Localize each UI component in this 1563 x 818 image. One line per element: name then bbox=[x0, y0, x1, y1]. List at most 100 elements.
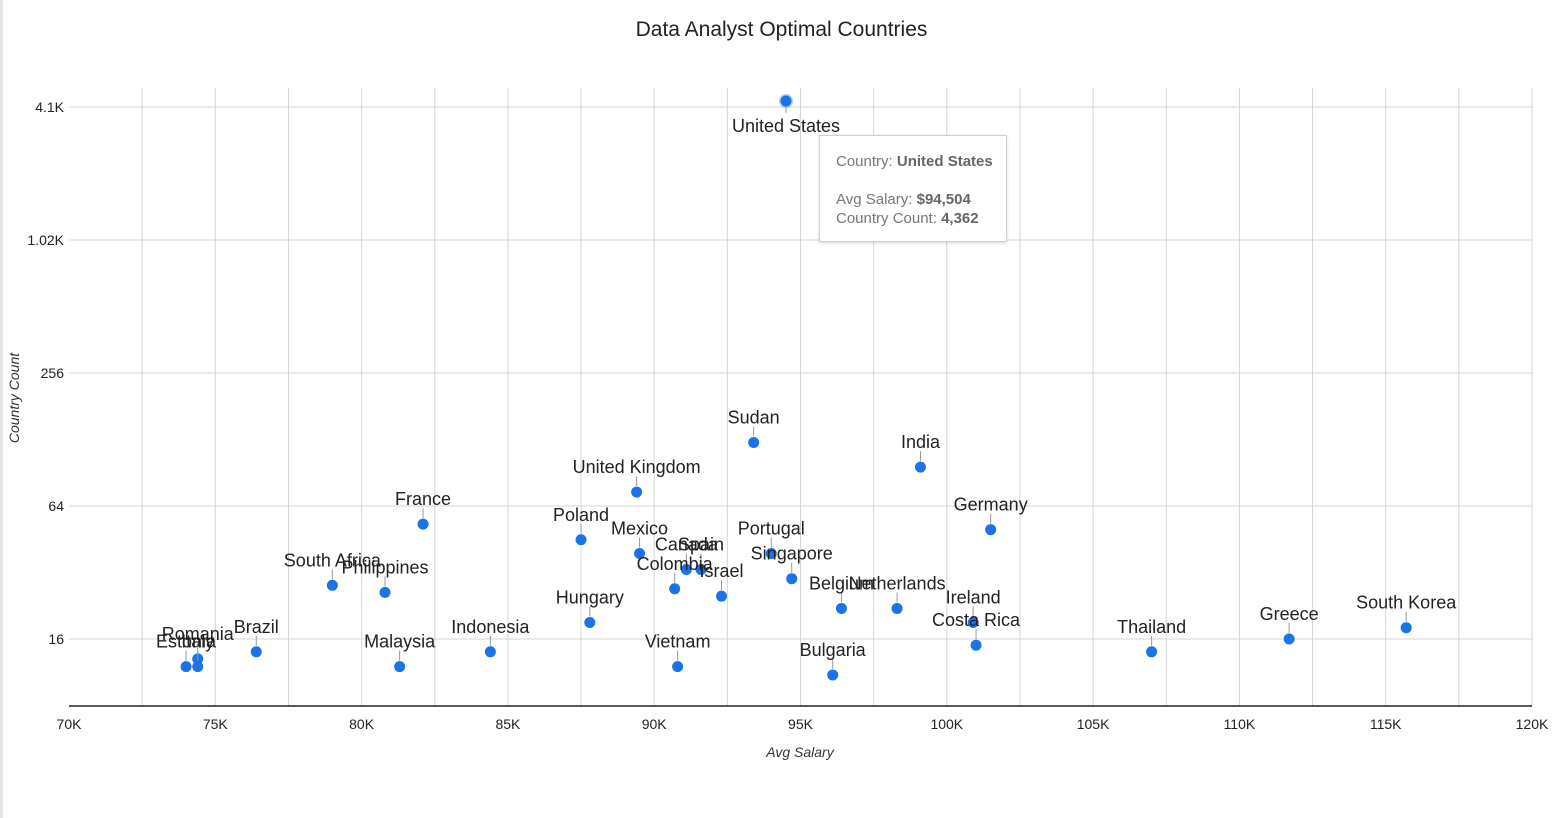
point-marker[interactable] bbox=[326, 579, 338, 591]
point-label: South Africa bbox=[284, 550, 382, 570]
point-marker[interactable] bbox=[967, 617, 979, 629]
point-label: Estonia bbox=[156, 632, 217, 652]
data-point[interactable]: Indonesia bbox=[451, 617, 530, 658]
left-border bbox=[0, 0, 3, 818]
tooltip-count-row: Country Count: 4,362 bbox=[836, 209, 1006, 228]
data-point[interactable]: Philippines bbox=[341, 557, 429, 598]
point-label: Italy bbox=[181, 632, 214, 652]
point-marker[interactable] bbox=[1400, 622, 1412, 634]
point-label: Portugal bbox=[738, 519, 805, 539]
point-label: Canada bbox=[655, 535, 719, 555]
x-tick-label: 100K bbox=[930, 716, 963, 732]
data-point[interactable]: South Africa bbox=[284, 550, 382, 591]
x-axis-ticks: 70K 75K 80K 85K 90K 95K 100K 105K 110K 115K 120K bbox=[57, 716, 1549, 732]
x-tick-label: 115K bbox=[1370, 716, 1402, 732]
x-tick-label: 120K bbox=[1516, 716, 1549, 732]
data-point[interactable]: Vietnam bbox=[645, 632, 711, 673]
point-marker[interactable] bbox=[748, 437, 760, 449]
tooltip-count-key: Country Count: bbox=[836, 210, 937, 227]
data-point[interactable]: India bbox=[901, 432, 941, 473]
point-marker[interactable] bbox=[634, 548, 646, 560]
point-marker[interactable] bbox=[1146, 646, 1158, 658]
x-tick-label: 70K bbox=[57, 716, 83, 732]
point-label: Greece bbox=[1260, 604, 1319, 624]
data-point[interactable]: South Korea bbox=[1356, 593, 1457, 634]
data-point[interactable]: Brazil bbox=[234, 617, 279, 658]
point-label: Malaysia bbox=[364, 632, 436, 652]
point-marker[interactable] bbox=[631, 486, 643, 498]
point-marker[interactable] bbox=[672, 661, 684, 673]
data-points: United States Sudan India United Kingdom Fra… bbox=[156, 93, 1457, 681]
data-point[interactable]: Israel bbox=[699, 561, 744, 602]
tooltip-salary-row: Avg Salary: $94,504 bbox=[836, 190, 1006, 209]
data-point[interactable]: Malaysia bbox=[364, 632, 436, 673]
point-label: France bbox=[395, 489, 451, 509]
data-point[interactable]: United Kingdom bbox=[573, 457, 701, 498]
point-label: Bulgaria bbox=[800, 640, 867, 660]
data-point[interactable]: Estonia bbox=[156, 632, 217, 673]
data-point[interactable]: Germany bbox=[954, 495, 1028, 536]
point-marker[interactable] bbox=[669, 583, 681, 595]
data-point[interactable]: Costa Rica bbox=[932, 610, 1021, 651]
point-marker[interactable] bbox=[180, 661, 192, 673]
point-marker[interactable] bbox=[786, 573, 798, 585]
data-point[interactable]: Belgium bbox=[809, 573, 874, 614]
point-marker[interactable] bbox=[985, 524, 997, 536]
data-point[interactable]: Sudan bbox=[728, 408, 780, 449]
point-marker[interactable] bbox=[417, 518, 429, 530]
point-marker[interactable] bbox=[394, 661, 406, 673]
point-label: Spain bbox=[678, 535, 724, 555]
point-label: United States bbox=[732, 116, 840, 136]
point-marker[interactable] bbox=[379, 586, 391, 598]
point-marker[interactable] bbox=[835, 602, 847, 614]
point-marker[interactable] bbox=[192, 661, 204, 673]
x-tick-label: 90K bbox=[642, 716, 668, 732]
data-point[interactable]: Italy bbox=[181, 632, 214, 673]
point-marker[interactable] bbox=[914, 461, 926, 473]
point-marker[interactable] bbox=[715, 590, 727, 602]
y-tick-label: 256 bbox=[41, 365, 65, 381]
data-point[interactable]: Romania bbox=[162, 624, 235, 665]
point-label: Costa Rica bbox=[932, 610, 1021, 630]
x-tick-label: 95K bbox=[788, 716, 814, 732]
data-point[interactable]: Singapore bbox=[751, 544, 833, 585]
x-tick-label: 110K bbox=[1224, 716, 1256, 732]
point-marker[interactable] bbox=[970, 639, 982, 651]
tooltip-salary-value: $94,504 bbox=[916, 191, 971, 208]
data-point[interactable]: Netherlands bbox=[849, 573, 946, 614]
point-marker[interactable] bbox=[827, 669, 839, 681]
data-point[interactable]: Bulgaria bbox=[800, 640, 867, 681]
data-point[interactable]: Portugal bbox=[738, 519, 805, 560]
point-marker[interactable] bbox=[584, 617, 596, 629]
data-point[interactable]: Ireland bbox=[946, 588, 1001, 629]
tooltip-country-row: Country: United States bbox=[836, 152, 1006, 171]
point-marker[interactable] bbox=[765, 548, 777, 560]
point-label: Indonesia bbox=[451, 617, 530, 637]
data-point[interactable]: Spain bbox=[678, 535, 724, 576]
point-marker[interactable] bbox=[1283, 633, 1295, 645]
point-marker[interactable] bbox=[680, 564, 692, 576]
data-point[interactable]: France bbox=[395, 489, 451, 530]
point-marker[interactable] bbox=[891, 602, 903, 614]
point-label: Belgium bbox=[809, 573, 874, 593]
data-point[interactable]: Greece bbox=[1260, 604, 1319, 645]
y-axis-ticks: 16 64 256 1.02K 4.1K bbox=[27, 99, 64, 647]
point-marker[interactable] bbox=[250, 646, 262, 658]
data-point[interactable]: Canada bbox=[655, 535, 719, 576]
point-label: United Kingdom bbox=[573, 457, 701, 477]
data-point[interactable]: United States bbox=[732, 93, 840, 136]
data-point[interactable]: Colombia bbox=[637, 554, 714, 595]
data-point[interactable]: Thailand bbox=[1117, 617, 1186, 658]
data-point[interactable]: Poland bbox=[553, 505, 609, 546]
point-marker[interactable] bbox=[780, 95, 792, 107]
chart-title: Data Analyst Optimal Countries bbox=[635, 18, 928, 41]
point-marker[interactable] bbox=[575, 534, 587, 546]
point-label: Netherlands bbox=[849, 573, 946, 593]
data-point[interactable]: Mexico bbox=[611, 519, 668, 560]
tooltip-country-key: Country: bbox=[836, 153, 893, 170]
point-marker[interactable] bbox=[695, 564, 707, 576]
point-label: Hungary bbox=[556, 588, 624, 608]
point-marker[interactable] bbox=[484, 646, 496, 658]
data-point[interactable]: Hungary bbox=[556, 588, 624, 629]
